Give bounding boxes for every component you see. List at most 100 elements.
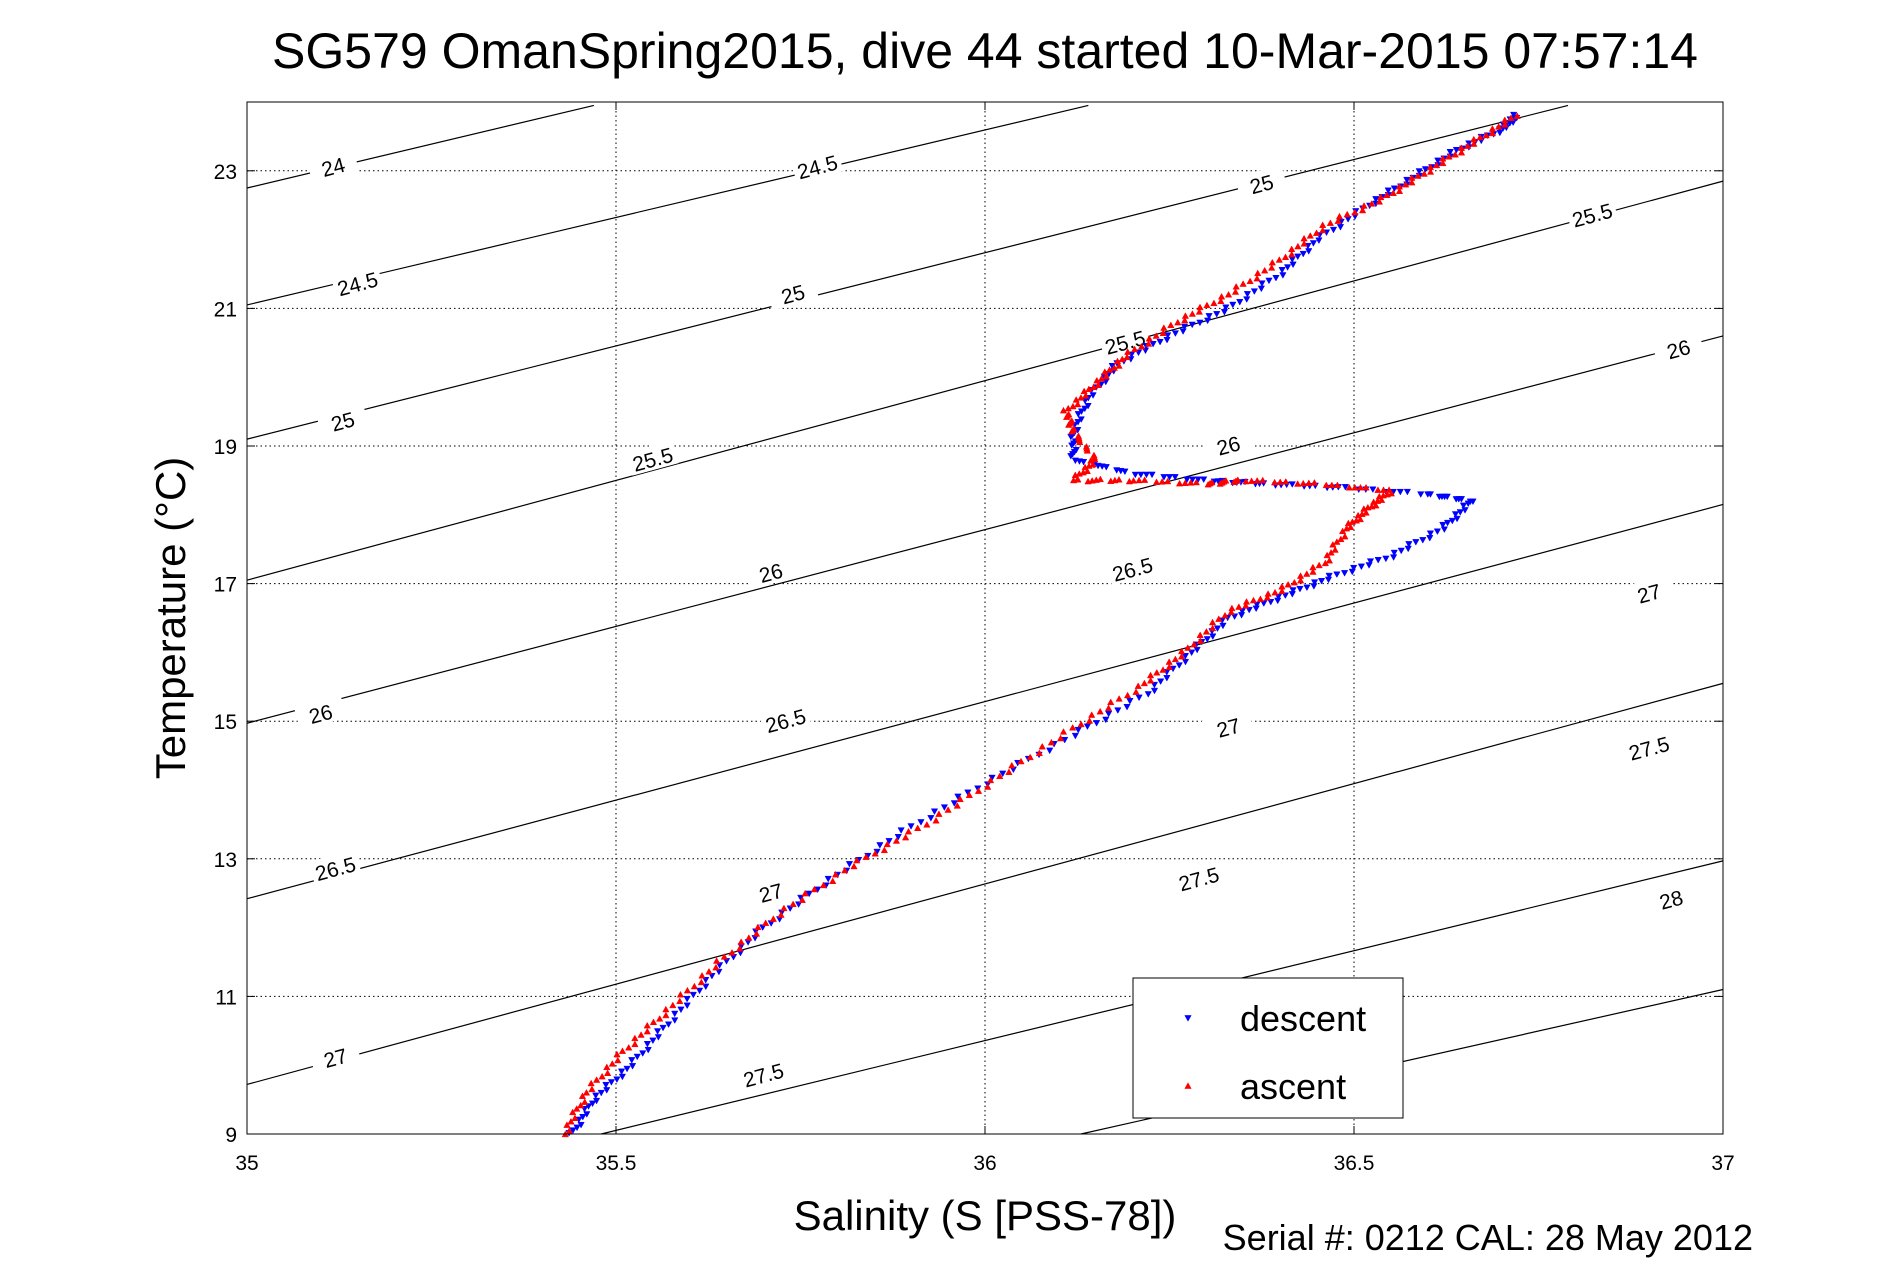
descent-point xyxy=(583,1111,591,1118)
descent-point xyxy=(1288,481,1296,488)
ascent-point xyxy=(720,953,728,960)
ascent-point xyxy=(1288,245,1296,253)
isopycnal-line xyxy=(246,682,1724,1086)
descent-point xyxy=(1439,521,1447,529)
ascent-point xyxy=(1224,290,1233,298)
ascent-point xyxy=(1296,576,1305,584)
ascent-point xyxy=(1360,202,1368,209)
contour-label: 26 xyxy=(1201,426,1255,462)
ascent-point xyxy=(1131,345,1139,353)
descent-point xyxy=(1257,285,1265,293)
descent-point xyxy=(1156,338,1164,346)
ascent-point xyxy=(1082,443,1091,450)
series-ascent xyxy=(561,112,1521,1138)
contour-label-bg xyxy=(1201,708,1255,744)
descent-point xyxy=(677,1006,685,1014)
descent-point xyxy=(607,1079,616,1086)
ascent-point xyxy=(1077,720,1085,728)
ascent-point xyxy=(1296,572,1305,579)
descent-point xyxy=(1219,622,1227,630)
ascent-point xyxy=(618,1047,627,1054)
ascent-point xyxy=(1165,658,1173,665)
descent-point xyxy=(623,1065,631,1073)
descent-point xyxy=(1081,405,1089,413)
ascent-point xyxy=(1309,563,1317,571)
descent-point xyxy=(1142,471,1151,479)
descent-point xyxy=(1074,726,1082,734)
ascent-point xyxy=(1192,478,1200,486)
ascent-point xyxy=(1038,742,1046,750)
ascent-point xyxy=(1137,342,1146,350)
ascent-point xyxy=(1090,451,1098,459)
descent-point xyxy=(1403,176,1411,184)
descent-point xyxy=(664,1021,673,1028)
ascent-point xyxy=(1181,312,1190,319)
y-tick-label: 15 xyxy=(214,711,237,734)
ascent-point xyxy=(1358,206,1367,214)
ascent-point xyxy=(1118,355,1126,363)
ascent-point xyxy=(1159,329,1167,337)
ascent-point xyxy=(1377,193,1385,201)
y-tick-label: 17 xyxy=(214,574,237,597)
ascent-point xyxy=(569,1108,577,1116)
x-tick-label: 36.5 xyxy=(1334,1152,1375,1175)
legend-label-descent: descent xyxy=(1240,998,1366,1039)
ascent-point xyxy=(1158,478,1166,485)
ascent-point xyxy=(1146,671,1155,679)
ascent-point xyxy=(1216,480,1224,487)
descent-point xyxy=(1372,196,1380,203)
descent-point xyxy=(1272,274,1280,282)
ascent-point xyxy=(1282,478,1290,485)
contour-label-bg xyxy=(1622,574,1675,610)
descent-point xyxy=(1105,710,1113,718)
descent-point xyxy=(1258,280,1266,287)
ascent-point xyxy=(604,1069,612,1076)
ascent-point xyxy=(1278,587,1286,595)
ascent-point xyxy=(1230,478,1238,485)
descent-point xyxy=(1317,578,1326,585)
descent-point xyxy=(974,785,982,793)
ascent-point xyxy=(1123,691,1132,699)
descent-point xyxy=(1267,599,1275,606)
ascent-point xyxy=(1124,348,1132,355)
ascent-point xyxy=(1187,479,1195,486)
descent-point xyxy=(1149,341,1157,348)
x-tick-label: 35.5 xyxy=(596,1152,637,1175)
ascent-point xyxy=(1159,666,1167,673)
ascent-point xyxy=(625,1043,633,1051)
contour-label-bg xyxy=(1201,426,1255,462)
ascent-point xyxy=(984,783,992,790)
descent-point xyxy=(1131,471,1139,479)
descent-point xyxy=(649,1037,657,1045)
ascent-point xyxy=(1132,688,1140,695)
ascent-point xyxy=(1171,655,1180,663)
descent-point xyxy=(1446,149,1454,156)
ascent-point xyxy=(1356,515,1365,523)
ascent-point xyxy=(1125,477,1134,485)
contour-label-bg xyxy=(1622,728,1675,765)
ascent-point xyxy=(1123,353,1131,361)
ascent-point xyxy=(974,787,983,794)
ascent-point xyxy=(1178,652,1186,660)
ascent-point xyxy=(662,1011,670,1019)
descent-point xyxy=(1309,240,1318,247)
descent-point xyxy=(1236,299,1244,306)
ascent-point xyxy=(1035,749,1043,757)
ascent-point xyxy=(1395,187,1404,194)
descent-point xyxy=(628,1063,637,1070)
y-tick-label: 13 xyxy=(214,849,237,872)
ascent-point xyxy=(1389,189,1397,196)
descent-point xyxy=(1203,636,1211,643)
descent-point xyxy=(1238,608,1246,615)
ascent-point xyxy=(1184,644,1192,651)
chart-title: SG579 OmanSpring2015, dive 44 started 10… xyxy=(272,23,1698,79)
descent-point xyxy=(1403,488,1412,496)
descent-point xyxy=(1102,716,1110,724)
ascent-point xyxy=(1372,501,1380,509)
x-axis-ticks: 35 35.5 36 36.5 37 xyxy=(235,102,1735,1175)
descent-point xyxy=(1188,649,1196,657)
descent-point xyxy=(573,1124,581,1132)
ascent-point xyxy=(649,1018,658,1025)
ascent-point xyxy=(752,930,761,937)
contour-label-bg xyxy=(758,701,812,738)
